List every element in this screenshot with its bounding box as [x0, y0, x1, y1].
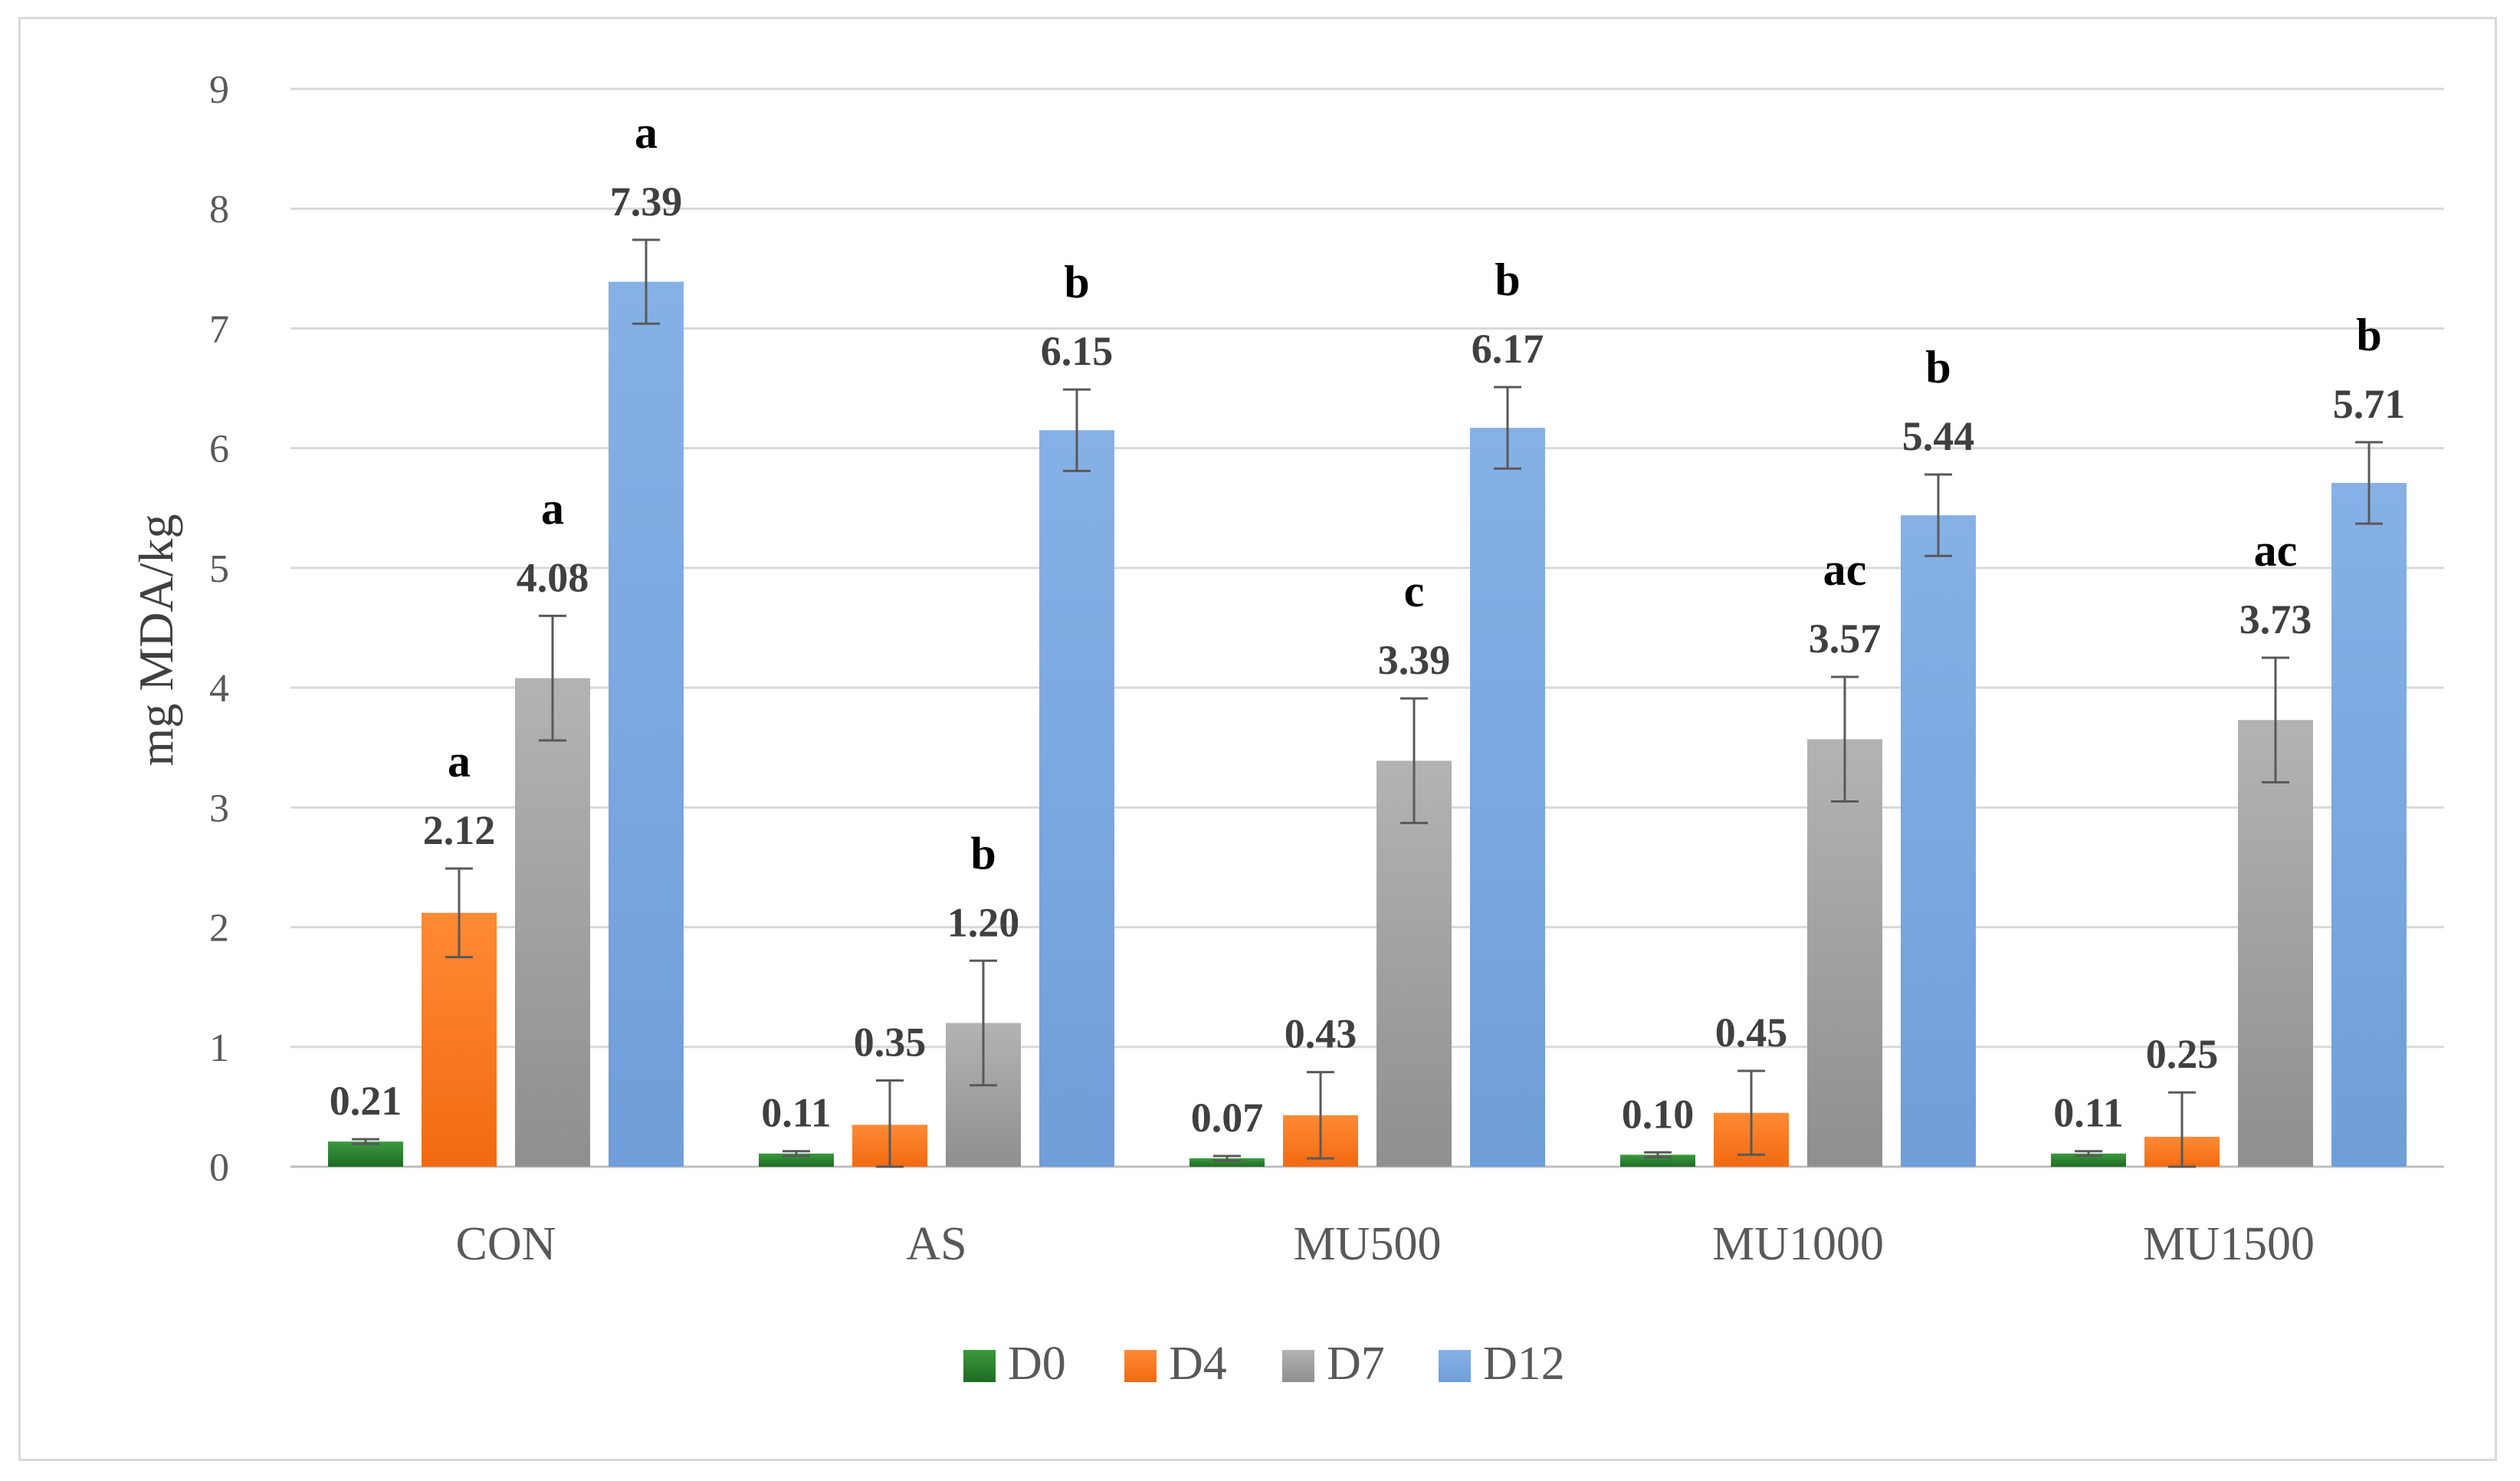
legend-label: D0 [1008, 1338, 1066, 1390]
data-label: 4.08 [517, 554, 589, 600]
x-category-label: MU500 [1294, 1218, 1442, 1270]
legend-swatch-d0 [963, 1350, 996, 1382]
bar-chart: 0 1 2 3 4 5 6 7 8 9 0.21 2.12 a 4.08 a 7.39 a 0.11 0.35 1.… [129, 68, 2444, 1390]
significance-letter: b [1064, 257, 1089, 307]
data-label: 0.10 [1622, 1091, 1695, 1137]
x-category-label: AS [906, 1218, 966, 1270]
significance-letter: b [970, 828, 996, 878]
legend-label: D4 [1169, 1338, 1227, 1390]
bar-d0-con [328, 1141, 403, 1167]
y-tick-label: 9 [209, 68, 229, 112]
data-label: 0.21 [330, 1078, 402, 1124]
bar-d12-mu1000 [1901, 515, 1976, 1167]
data-label: 0.11 [2053, 1090, 2124, 1136]
significance-letter: b [1495, 254, 1520, 305]
y-tick-label: 2 [209, 907, 229, 951]
bar-d7-con [515, 678, 590, 1167]
error-bars [352, 238, 2383, 1168]
y-tick-label: 8 [209, 188, 229, 232]
x-axis: CON AS MU500 MU1000 MU1500 [456, 1218, 2315, 1270]
data-label: 0.11 [761, 1090, 832, 1136]
data-label: 0.25 [2146, 1031, 2219, 1077]
y-tick-label: 7 [209, 307, 229, 351]
bar-d12-as [1039, 430, 1114, 1167]
legend-label: D7 [1327, 1338, 1385, 1390]
y-tick-label: 6 [209, 428, 229, 471]
significance-letter: b [2356, 310, 2381, 360]
x-category-label: CON [456, 1218, 556, 1270]
legend-swatch-d12 [1439, 1350, 1471, 1382]
bar-d12-mu1500 [2331, 482, 2407, 1167]
legend-swatch-d7 [1282, 1350, 1314, 1382]
x-category-label: MU1000 [1712, 1218, 1884, 1270]
y-tick-label: 0 [209, 1146, 229, 1190]
significance-letter: a [635, 107, 658, 158]
significance-letter: a [541, 483, 564, 534]
bar-d0-mu1500 [2051, 1153, 2126, 1167]
data-label: 0.43 [1285, 1011, 1357, 1057]
y-tick-label: 3 [209, 786, 229, 830]
data-label: 5.44 [1902, 413, 1975, 459]
data-labels: 0.21 2.12 a 4.08 a 7.39 a 0.11 0.35 1.20 b 6.15 b 0.0… [330, 107, 2406, 1141]
y-tick-label: 1 [209, 1026, 229, 1070]
data-label: 7.39 [610, 179, 683, 225]
data-label: 3.73 [2239, 596, 2312, 642]
significance-letter: ac [1823, 544, 1867, 595]
bar-d7-mu1500 [2238, 720, 2313, 1167]
bar-d7-mu1000 [1807, 739, 1882, 1167]
bar-d12-mu500 [1470, 428, 1545, 1167]
bar-d0-mu500 [1189, 1158, 1265, 1167]
y-axis-title: mg MDA/kg [129, 514, 183, 767]
legend: D0 D4 D7 D12 [963, 1338, 1565, 1390]
x-category-label: MU1500 [2143, 1218, 2315, 1270]
bars [328, 281, 2407, 1167]
bar-d0-as [759, 1153, 834, 1167]
significance-letter: a [448, 736, 471, 786]
data-label: 6.15 [1041, 328, 1114, 374]
data-label: 1.20 [947, 899, 1020, 945]
data-label: 0.35 [854, 1020, 927, 1066]
chart-frame: 0 1 2 3 4 5 6 7 8 9 0.21 2.12 a 4.08 a 7.39 a 0.11 0.35 1.… [18, 17, 2497, 1461]
legend-label: D12 [1483, 1338, 1565, 1390]
bar-d0-mu1000 [1620, 1154, 1695, 1167]
data-label: 6.17 [1472, 326, 1544, 372]
significance-letter: c [1404, 566, 1425, 616]
y-tick-label: 5 [209, 547, 229, 591]
bar-d12-con [609, 281, 684, 1167]
data-label: 3.57 [1809, 616, 1882, 662]
data-label: 0.45 [1715, 1010, 1788, 1056]
bar-d7-mu500 [1376, 760, 1452, 1167]
data-label: 3.39 [1378, 637, 1451, 683]
data-label: 2.12 [423, 807, 496, 853]
y-axis: 0 1 2 3 4 5 6 7 8 9 [209, 68, 229, 1190]
data-label: 5.71 [2333, 381, 2406, 427]
data-label: 0.07 [1191, 1095, 1264, 1141]
y-tick-label: 4 [209, 667, 229, 711]
significance-letter: b [1925, 342, 1951, 392]
legend-swatch-d4 [1124, 1350, 1157, 1382]
significance-letter: ac [2254, 525, 2298, 576]
